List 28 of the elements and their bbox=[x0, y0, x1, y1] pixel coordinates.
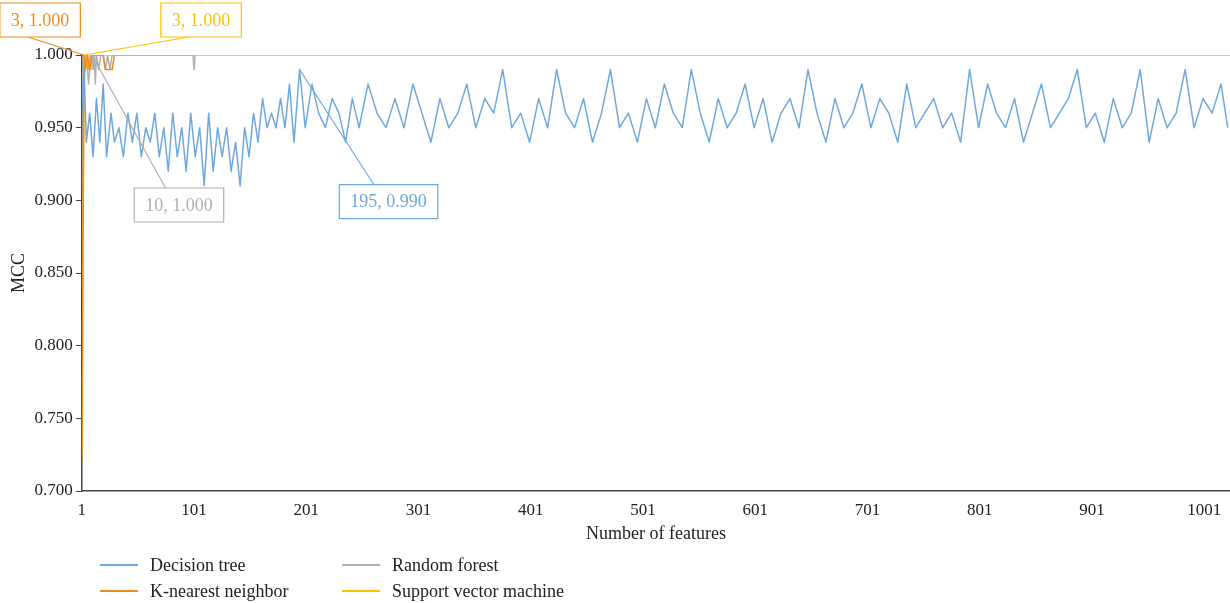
annotation: 3, 1.000 bbox=[10, 9, 70, 30]
legend-label: K-nearest neighbor bbox=[150, 580, 289, 602]
x-tick-label: 1001 bbox=[1187, 499, 1222, 519]
legend-label: Decision tree bbox=[150, 554, 246, 576]
x-tick-label: 701 bbox=[854, 499, 881, 519]
x-tick-label: 801 bbox=[966, 499, 993, 519]
legend-label: Random forest bbox=[392, 554, 499, 576]
legend-label: Support vector machine bbox=[392, 580, 564, 602]
x-tick-label: 501 bbox=[630, 499, 656, 519]
x-tick-label: 601 bbox=[742, 499, 768, 519]
y-tick-label: 0.900 bbox=[34, 189, 73, 209]
x-tick-label: 401 bbox=[518, 499, 544, 519]
y-tick-label: 0.800 bbox=[34, 335, 73, 355]
x-axis-title: Number of features bbox=[585, 522, 726, 543]
y-tick-label: 0.950 bbox=[34, 117, 73, 137]
annotation: 10, 1.000 bbox=[145, 194, 213, 215]
x-tick-label: 101 bbox=[181, 499, 207, 519]
annotation: 195, 0.990 bbox=[350, 191, 427, 212]
x-tick-label: 301 bbox=[405, 499, 432, 519]
y-tick-label: 0.850 bbox=[34, 262, 73, 282]
y-tick-label: 0.700 bbox=[34, 480, 73, 500]
x-tick-label: 1 bbox=[77, 499, 87, 519]
x-tick-label: 901 bbox=[1079, 499, 1105, 519]
y-tick-label: 1.000 bbox=[34, 44, 73, 64]
y-axis-title: MCC bbox=[7, 252, 28, 294]
annotation: 3, 1.000 bbox=[171, 9, 231, 30]
y-tick-label: 0.750 bbox=[34, 407, 73, 427]
x-tick-label: 201 bbox=[293, 499, 320, 519]
